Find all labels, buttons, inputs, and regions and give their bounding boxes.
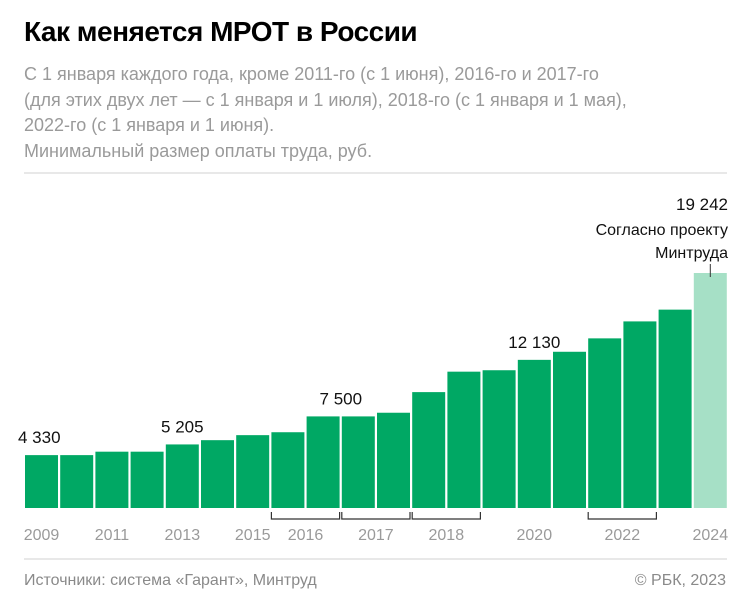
top-divider [24, 172, 727, 174]
bar [377, 412, 410, 508]
bar [517, 359, 551, 508]
bar [658, 309, 692, 508]
bar [412, 392, 446, 508]
x-tick-label: 2015 [235, 527, 271, 544]
data-label: 19 242 [676, 195, 728, 214]
bar [201, 440, 234, 508]
subtitle-line: (для этих двух лет — с 1 января и 1 июля… [24, 89, 627, 110]
data-label: 12 130 [508, 333, 560, 352]
x-tick-label: 2017 [358, 527, 394, 544]
source-note: Источники: система «Гарант», Минтруд [24, 572, 317, 589]
copyright: © РБК, 2023 [634, 572, 726, 589]
bar [447, 371, 481, 508]
bar [25, 455, 58, 508]
subtitle-line: 2022-го (с 1 января и 1 июня). [24, 115, 275, 135]
bar [553, 351, 586, 508]
bar [271, 432, 305, 508]
bracket [411, 512, 481, 520]
x-tick-label: 2024 [693, 527, 729, 544]
annotation-text: Минтруда [655, 245, 728, 262]
bar [165, 444, 199, 508]
bar [588, 338, 622, 508]
bar [306, 416, 340, 508]
x-tick-label: 2016 [288, 527, 324, 544]
bracket [270, 512, 341, 520]
x-tick-label: 2013 [165, 527, 201, 544]
page-title: Как меняется МРОТ в России [24, 16, 418, 47]
subtitle-line: Минимальный размер оплаты труда, руб. [24, 140, 373, 161]
x-tick-label: 2022 [605, 527, 641, 544]
x-tick-label: 2011 [95, 527, 130, 544]
x-tick-label: 2018 [429, 527, 465, 544]
bracket [587, 512, 657, 520]
bar [482, 370, 516, 508]
subtitle-line: С 1 января каждого года, кроме 2011-го (… [24, 64, 599, 84]
bar [130, 451, 164, 508]
subtitle: С 1 января каждого года, кроме 2011-го (… [24, 62, 734, 164]
bottom-divider [24, 558, 727, 560]
data-label: 5 205 [161, 417, 204, 436]
bar [236, 435, 270, 508]
data-label: 4 330 [18, 428, 61, 447]
bar [341, 416, 375, 508]
bracket [341, 512, 411, 520]
x-tick-label: 2020 [517, 527, 553, 544]
annotation-text: Согласно проекту [596, 222, 728, 239]
bar [693, 273, 727, 508]
bar [60, 455, 94, 508]
x-tick-label: 2009 [24, 527, 60, 544]
data-label: 7 500 [320, 389, 363, 408]
bar [623, 321, 657, 508]
bar [95, 451, 129, 508]
